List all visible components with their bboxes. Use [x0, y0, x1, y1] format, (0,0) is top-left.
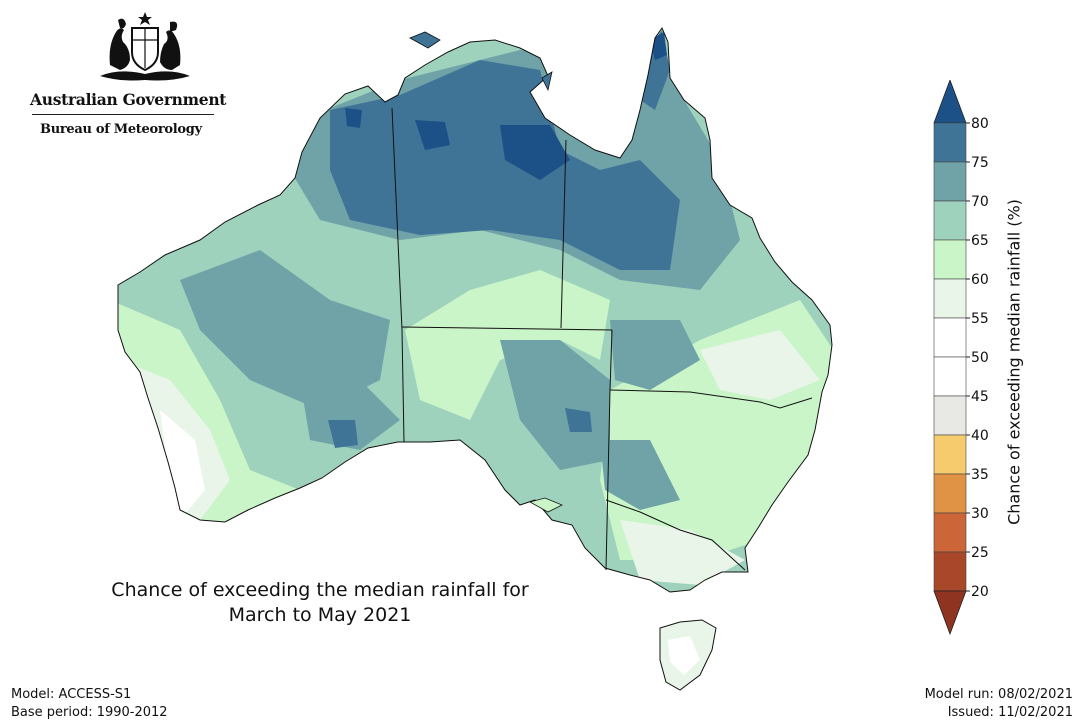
map-title: Chance of exceeding the median rainfall …	[80, 578, 560, 628]
colorbar-band	[933, 434, 967, 475]
shading-nt-80	[415, 120, 450, 150]
shading-wa-south-70	[300, 380, 400, 450]
colorbar-band	[933, 200, 967, 241]
shading-sa-75	[565, 408, 592, 432]
colorbar-tick-label: 40	[971, 428, 989, 444]
colorbar-tick-label: 65	[971, 233, 989, 249]
shading-sa-70	[500, 340, 610, 470]
issued-date: Issued: 11/02/2021	[947, 705, 1073, 720]
state-borders	[391, 107, 813, 571]
divider	[32, 114, 214, 115]
colorbar-band	[933, 122, 967, 163]
tasmania	[660, 620, 716, 690]
shading-gulf-80	[500, 125, 570, 180]
colorbar-band	[933, 395, 967, 436]
colorbar-top-arrow	[933, 80, 967, 124]
colorbar-tick-label: 75	[971, 155, 989, 171]
colorbar-band	[933, 161, 967, 202]
colorbar-bottom-arrow	[933, 590, 967, 636]
map-title-line-1: Chance of exceeding the median rainfall …	[111, 579, 529, 601]
colorbar-band	[933, 356, 967, 397]
government-logo: Australian Government Bureau of Meteorol…	[30, 10, 227, 140]
colorbar-band	[933, 551, 967, 592]
shading-victoria-55	[620, 520, 745, 585]
shading-nsw-55	[700, 330, 820, 400]
colorbar-band	[933, 239, 967, 280]
colorbar-tick-label: 25	[971, 545, 989, 561]
model-info: Model: ACCESS-S1 Base period: 1990-2012	[11, 686, 168, 722]
shading-kimberley-80	[345, 108, 362, 128]
colorbar-legend: 20 25 30 35 40 45 50 55 60 65 70 75 80	[933, 80, 989, 636]
model-name: Model: ACCESS-S1	[11, 687, 132, 702]
shading-north-75	[330, 60, 680, 270]
colorbar-tick-label: 30	[971, 506, 989, 522]
base-period: Base period: 1990-2012	[11, 705, 168, 720]
colorbar-tick-label: 35	[971, 467, 989, 483]
government-name: Australian Government	[30, 90, 227, 109]
colorbar-band	[933, 512, 967, 553]
colorbar-band	[933, 278, 967, 319]
coat-of-arms-icon	[100, 12, 190, 81]
agency-name: Bureau of Meteorology	[40, 122, 202, 137]
run-info: Model run: 08/02/2021 Issued: 11/02/2021	[925, 686, 1073, 722]
shading-wa-75	[328, 420, 358, 448]
colorbar-tick-label: 20	[971, 584, 989, 600]
colorbar-tick-label: 45	[971, 389, 989, 405]
colorbar-tick-label: 50	[971, 350, 989, 366]
shading-southwest-50	[160, 410, 205, 520]
colorbar-title: Chance of exceeding median rainfall (%)	[1004, 199, 1024, 525]
shading-wa-70	[180, 250, 390, 410]
map-title-line-2: March to May 2021	[228, 604, 412, 626]
colorbar-tick-label: 70	[971, 194, 989, 210]
colorbar-tick-label: 55	[971, 311, 989, 327]
colorbar-tick-label: 80	[971, 116, 989, 132]
colorbar-tick-label: 60	[971, 272, 989, 288]
model-run-date: Model run: 08/02/2021	[924, 687, 1073, 702]
colorbar-band	[933, 473, 967, 514]
shading-qld-south-70	[610, 320, 700, 390]
shading-nsw-west-70	[600, 440, 680, 510]
colorbar-band	[933, 317, 967, 358]
coastline	[117, 27, 833, 691]
tasmania-shading-50	[668, 636, 700, 675]
